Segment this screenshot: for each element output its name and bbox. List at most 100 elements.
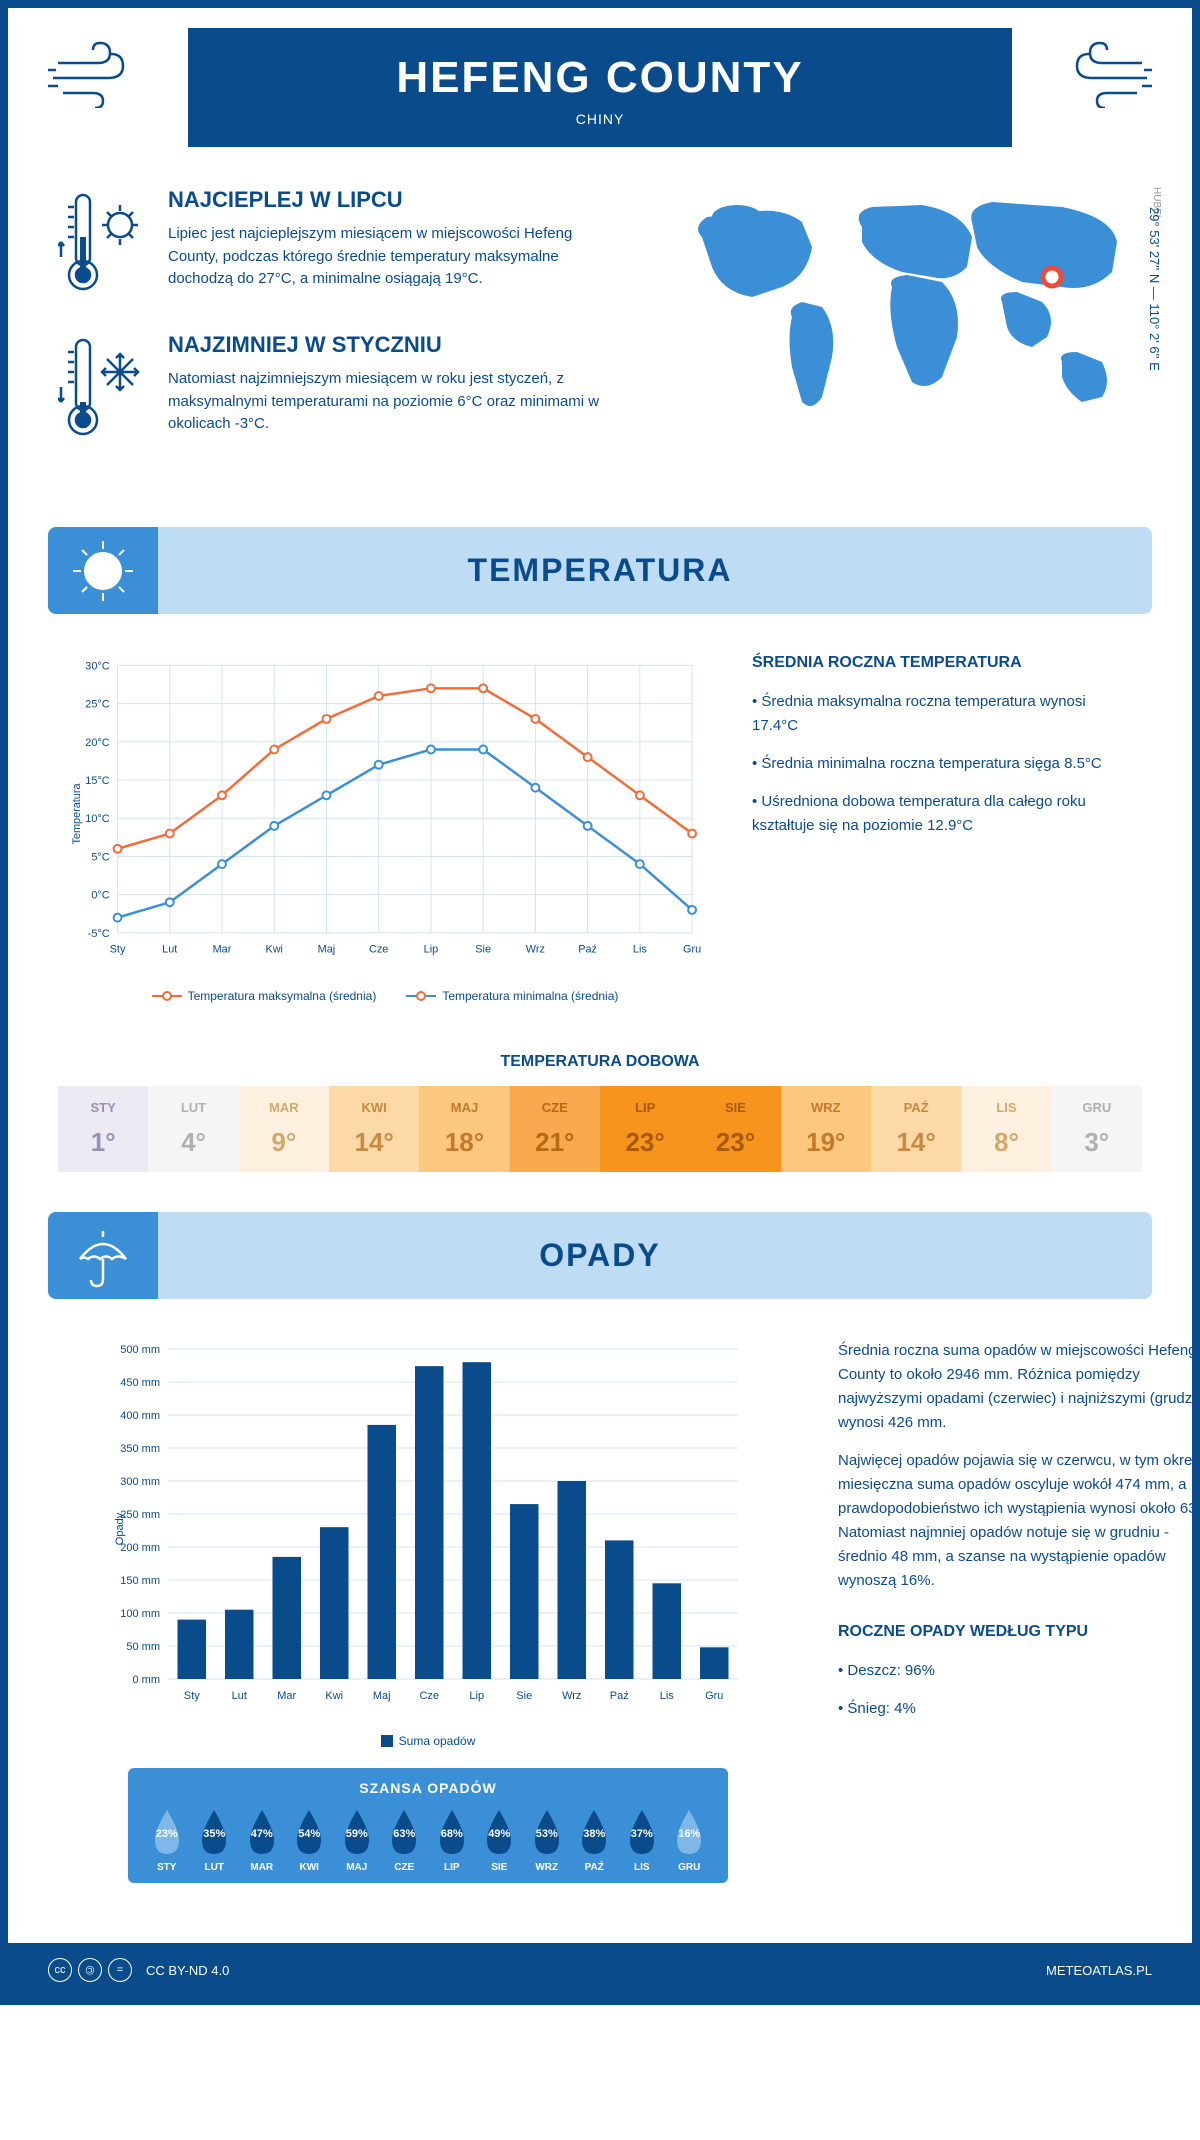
coldest-text: Natomiast najzimniejszym miesiącem w rok… bbox=[168, 368, 622, 436]
svg-text:10°C: 10°C bbox=[85, 813, 109, 825]
page-header: HEFENG COUNTY CHINY bbox=[188, 28, 1012, 147]
wind-icon bbox=[48, 38, 148, 113]
temperature-section-header: TEMPERATURA bbox=[48, 527, 1152, 614]
svg-text:50 mm: 50 mm bbox=[126, 1641, 160, 1653]
temp-cell: LIS8° bbox=[961, 1086, 1051, 1172]
page-footer: cc 🄯 = CC BY-ND 4.0 METEOATLAS.PL bbox=[8, 1943, 1192, 1997]
svg-text:Paź: Paź bbox=[578, 944, 597, 956]
temp-cell: MAJ18° bbox=[419, 1086, 509, 1172]
warmest-text: Lipiec jest najcieplejszym miesiącem w m… bbox=[168, 223, 622, 291]
coldest-block: NAJZIMNIEJ W STYCZNIU Natomiast najzimni… bbox=[58, 332, 622, 447]
svg-text:200 mm: 200 mm bbox=[120, 1542, 160, 1554]
temp-cell: LUT4° bbox=[148, 1086, 238, 1172]
stat-item: • Uśredniona dobowa temperatura dla całe… bbox=[752, 790, 1132, 838]
svg-text:Wrz: Wrz bbox=[526, 944, 545, 956]
svg-text:Opady: Opady bbox=[114, 1512, 126, 1545]
coordinates: 29° 53' 27'' N — 110° 2' 6'' E bbox=[1147, 207, 1162, 371]
stat-item: • Śnieg: 4% bbox=[838, 1697, 1200, 1721]
page-title: HEFENG COUNTY bbox=[188, 53, 1012, 103]
svg-text:Cze: Cze bbox=[369, 944, 388, 956]
svg-text:500 mm: 500 mm bbox=[120, 1344, 160, 1356]
precip-legend: Suma opadów bbox=[68, 1734, 788, 1748]
svg-text:20°C: 20°C bbox=[85, 737, 109, 749]
svg-text:450 mm: 450 mm bbox=[120, 1377, 160, 1389]
svg-text:Sty: Sty bbox=[184, 1690, 200, 1702]
svg-text:250 mm: 250 mm bbox=[120, 1509, 160, 1521]
svg-text:Gru: Gru bbox=[683, 944, 701, 956]
thermometer-hot-icon bbox=[58, 187, 148, 302]
svg-text:25°C: 25°C bbox=[85, 699, 109, 711]
temp-cell: STY1° bbox=[58, 1086, 148, 1172]
license-badge: cc 🄯 = CC BY-ND 4.0 bbox=[48, 1958, 229, 1982]
svg-text:Lip: Lip bbox=[469, 1690, 484, 1702]
daily-temp-title: TEMPERATURA DOBOWA bbox=[8, 1053, 1192, 1071]
svg-text:Lut: Lut bbox=[232, 1690, 247, 1702]
rain-drop: 53%WRZ bbox=[527, 1808, 567, 1873]
temp-cell: SIE23° bbox=[690, 1086, 780, 1172]
coldest-title: NAJZIMNIEJ W STYCZNIU bbox=[168, 332, 622, 358]
svg-text:150 mm: 150 mm bbox=[120, 1575, 160, 1587]
rain-drop: 54%KWI bbox=[289, 1808, 329, 1873]
rain-drop: 68%LIP bbox=[432, 1808, 472, 1873]
temperature-line-chart: -5°C 0°C 5°C 10°C 15°C 20°C 25°C 30°C Sty Lut Mar K… bbox=[68, 654, 702, 974]
svg-text:Paź: Paź bbox=[610, 1690, 629, 1702]
temp-cell: LIP23° bbox=[600, 1086, 690, 1172]
temp-cell: MAR9° bbox=[239, 1086, 329, 1172]
temp-cell: PAŹ14° bbox=[871, 1086, 961, 1172]
temp-cell: GRU3° bbox=[1052, 1086, 1142, 1172]
svg-text:Sie: Sie bbox=[475, 944, 491, 956]
svg-text:Temperatura: Temperatura bbox=[71, 783, 83, 845]
warmest-title: NAJCIEPLEJ W LIPCU bbox=[168, 187, 622, 213]
daily-temp-table: STY1°LUT4°MAR9°KWI14°MAJ18°CZE21°LIP23°S… bbox=[58, 1086, 1142, 1172]
rain-drop: 38%PAŹ bbox=[574, 1808, 614, 1873]
svg-text:-5°C: -5°C bbox=[88, 928, 110, 940]
svg-text:30°C: 30°C bbox=[85, 660, 109, 672]
site-name: METEOATLAS.PL bbox=[1046, 1963, 1152, 1978]
svg-text:Sty: Sty bbox=[110, 944, 126, 956]
temperature-title: TEMPERATURA bbox=[48, 552, 1152, 589]
svg-text:5°C: 5°C bbox=[91, 851, 109, 863]
warmest-block: NAJCIEPLEJ W LIPCU Lipiec jest najcieple… bbox=[58, 187, 622, 302]
thermometer-cold-icon bbox=[58, 332, 148, 447]
svg-text:Kwi: Kwi bbox=[265, 944, 283, 956]
svg-text:Kwi: Kwi bbox=[325, 1690, 343, 1702]
svg-text:Lis: Lis bbox=[660, 1690, 675, 1702]
rain-drop: 16%GRU bbox=[669, 1808, 709, 1873]
world-map: HUBEI 29° 53' 27'' N — 110° 2' 6'' E bbox=[662, 187, 1142, 477]
precipitation-title: OPADY bbox=[48, 1237, 1152, 1274]
rain-drop: 47%MAR bbox=[242, 1808, 282, 1873]
svg-text:Mar: Mar bbox=[213, 944, 232, 956]
page-subtitle: CHINY bbox=[188, 111, 1012, 127]
svg-text:100 mm: 100 mm bbox=[120, 1608, 160, 1620]
svg-text:Lut: Lut bbox=[162, 944, 177, 956]
precip-text-2: Najwięcej opadów pojawia się w czerwcu, … bbox=[838, 1449, 1200, 1593]
rain-drop: 37%LIS bbox=[622, 1808, 662, 1873]
svg-text:Lip: Lip bbox=[424, 944, 439, 956]
precip-type-title: ROCZNE OPADY WEDŁUG TYPU bbox=[838, 1623, 1200, 1641]
stat-item: • Średnia minimalna roczna temperatura s… bbox=[752, 752, 1132, 776]
rain-drop: 59%MAJ bbox=[337, 1808, 377, 1873]
svg-text:Maj: Maj bbox=[373, 1690, 391, 1702]
precipitation-section-header: OPADY bbox=[48, 1212, 1152, 1299]
rain-drop: 49%SIE bbox=[479, 1808, 519, 1873]
wind-icon bbox=[1052, 38, 1152, 113]
svg-text:Cze: Cze bbox=[419, 1690, 439, 1702]
svg-text:0°C: 0°C bbox=[91, 890, 109, 902]
rain-drop: 23%STY bbox=[147, 1808, 187, 1873]
temp-cell: KWI14° bbox=[329, 1086, 419, 1172]
temp-stats-title: ŚREDNIA ROCZNA TEMPERATURA bbox=[752, 654, 1132, 672]
sun-icon bbox=[48, 527, 158, 614]
temp-cell: WRZ19° bbox=[781, 1086, 871, 1172]
svg-text:300 mm: 300 mm bbox=[120, 1476, 160, 1488]
rain-chance-title: SZANSA OPADÓW bbox=[143, 1780, 713, 1796]
svg-text:15°C: 15°C bbox=[85, 775, 109, 787]
temp-cell: CZE21° bbox=[510, 1086, 600, 1172]
svg-text:Maj: Maj bbox=[318, 944, 336, 956]
temp-legend: .legend-line:nth-child(1)::before{border… bbox=[68, 989, 702, 1003]
svg-text:Lis: Lis bbox=[633, 944, 647, 956]
svg-text:Mar: Mar bbox=[277, 1690, 296, 1702]
svg-text:Wrz: Wrz bbox=[562, 1690, 581, 1702]
rain-drop: 63%CZE bbox=[384, 1808, 424, 1873]
svg-text:Sie: Sie bbox=[516, 1690, 532, 1702]
svg-text:0 mm: 0 mm bbox=[133, 1674, 161, 1686]
